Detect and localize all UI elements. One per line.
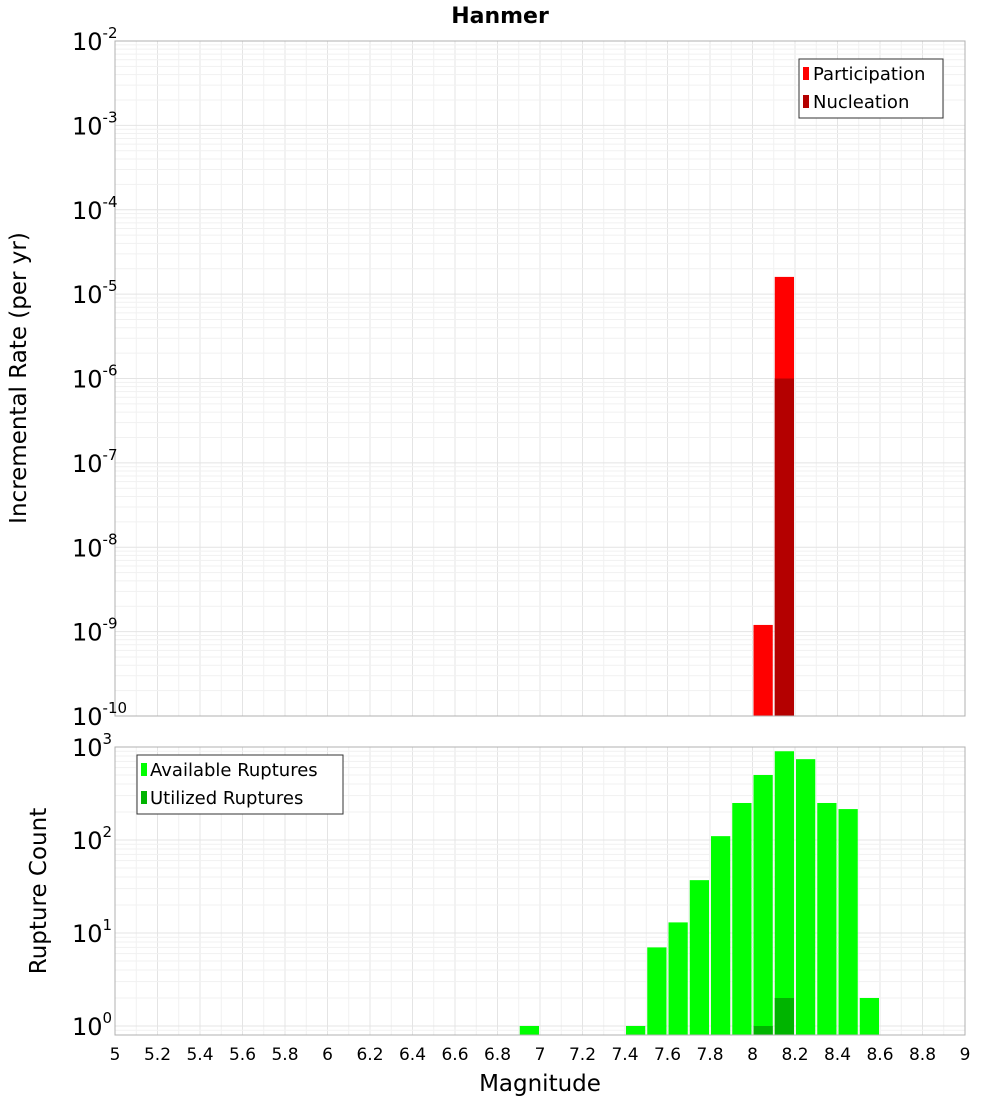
count-bar-available-ruptures [796, 759, 816, 1035]
magnitude-x-tick-label: 6.8 [484, 1045, 511, 1065]
count-bar-utilized-ruptures [753, 1025, 773, 1035]
legend-label-utilized-ruptures: Utilized Ruptures [150, 788, 303, 809]
count-bar-available-ruptures [689, 880, 709, 1035]
count-y-tick-label: 100 [72, 1009, 112, 1041]
rate-y-tick-label: 10-6 [72, 362, 118, 394]
magnitude-x-tick-label: 5 [110, 1045, 121, 1065]
legend-label-available-ruptures: Available Ruptures [150, 760, 318, 781]
count-y-tick-label: 102 [72, 823, 112, 855]
magnitude-x-tick-label: 6 [322, 1045, 333, 1065]
rate-y-tick-label: 10-9 [72, 615, 118, 647]
count-bar-available-ruptures [711, 836, 731, 1035]
count-bar-available-ruptures [647, 947, 667, 1035]
count-bar-utilized-ruptures [774, 997, 794, 1035]
magnitude-x-tick-label: 5.4 [186, 1045, 213, 1065]
legend-label-nucleation: Nucleation [813, 92, 909, 113]
incremental-rate-legend: Participation Nucleation [798, 58, 944, 119]
count-y-tick-label: 101 [72, 916, 112, 948]
rate-bar-nucleation [774, 378, 794, 716]
magnitude-x-tick-label: 6.4 [399, 1045, 426, 1065]
rupture-count-y-ticks: 103 102 101 100 [72, 730, 112, 1041]
count-bar-available-ruptures [774, 751, 794, 1035]
count-bar-available-ruptures [859, 997, 879, 1035]
magnitude-x-tick-label: 8.8 [909, 1045, 936, 1065]
rate-y-tick-label: 10-3 [72, 108, 118, 140]
magnitude-x-tick-label: 8.2 [781, 1045, 808, 1065]
magnitude-x-tick-label: 8.4 [824, 1045, 851, 1065]
magnitude-x-tick-label: 7.6 [654, 1045, 681, 1065]
chart-title: Hanmer [451, 4, 549, 29]
rate-y-tick-label: 10-4 [72, 193, 118, 225]
rate-bar-participation [753, 624, 773, 716]
count-y-tick-label: 103 [72, 730, 112, 762]
rate-y-tick-label: 10-8 [72, 530, 118, 562]
magnitude-x-tick-label: 7.8 [696, 1045, 723, 1065]
magnitude-x-tick-label: 5.8 [271, 1045, 298, 1065]
count-bar-available-ruptures [753, 774, 773, 1035]
magnitude-x-tick-label: 6.2 [356, 1045, 383, 1065]
rate-y-tick-label: 10-2 [72, 24, 118, 56]
count-bar-available-ruptures [519, 1025, 539, 1035]
magnitude-x-tick-label: 8.6 [866, 1045, 893, 1065]
magnitude-x-tick-label: 8 [747, 1045, 758, 1065]
count-bar-available-ruptures [668, 922, 688, 1035]
legend-label-participation: Participation [813, 64, 925, 85]
magnitude-x-tick-label: 7.2 [569, 1045, 596, 1065]
rate-y-tick-label: 10-5 [72, 277, 118, 309]
magnitude-x-tick-label: 9 [960, 1045, 971, 1065]
legend-swatch-participation [803, 67, 809, 80]
magnitude-x-tick-label: 6.6 [441, 1045, 468, 1065]
rupture-count-plot-frame [114, 746, 966, 1036]
count-bar-available-ruptures [817, 802, 837, 1035]
count-bar-available-ruptures [626, 1025, 646, 1035]
rupture-count-panel: 103 102 101 100 5 5.2 5.4 5.6 5.8 6 6.2 6.4 6.6 6.8 7… [26, 730, 970, 1097]
incremental-rate-grid [114, 40, 966, 717]
incremental-rate-y-ticks: 10-2 10-3 10-4 10-5 10-6 10-7 10-8 10-9 10-10 [72, 24, 127, 731]
incremental-rate-y-axis-label: Incremental Rate (per yr) [6, 232, 32, 524]
incremental-rate-plot-frame [114, 40, 966, 717]
magnitude-x-tick-label: 7 [535, 1045, 546, 1065]
legend-swatch-nucleation [803, 95, 809, 108]
incremental-rate-panel: 10-2 10-3 10-4 10-5 10-6 10-7 10-8 10-9 10-10 In… [6, 24, 966, 731]
rupture-count-bars [519, 751, 879, 1035]
magnitude-x-tick-label: 7.4 [611, 1045, 638, 1065]
rate-y-tick-label: 10-10 [72, 699, 127, 731]
count-bar-available-ruptures [732, 802, 752, 1035]
magnitude-x-axis-label: Magnitude [479, 1071, 601, 1097]
magnitude-x-tick-label: 5.2 [144, 1045, 171, 1065]
rupture-count-legend: Available Ruptures Utilized Ruptures [136, 754, 344, 815]
magnitude-x-tick-label: 5.6 [229, 1045, 256, 1065]
count-bar-available-ruptures [838, 809, 858, 1035]
rupture-count-y-axis-label: Rupture Count [26, 808, 52, 974]
legend-swatch-available-ruptures [141, 763, 147, 776]
magnitude-x-ticks: 5 5.2 5.4 5.6 5.8 6 6.2 6.4 6.6 6.8 7 7.2 7.4 7.6 7.8 8… [110, 1045, 971, 1065]
rate-y-tick-label: 10-7 [72, 446, 118, 478]
legend-swatch-utilized-ruptures [141, 791, 147, 804]
incremental-rate-bars [753, 276, 794, 716]
